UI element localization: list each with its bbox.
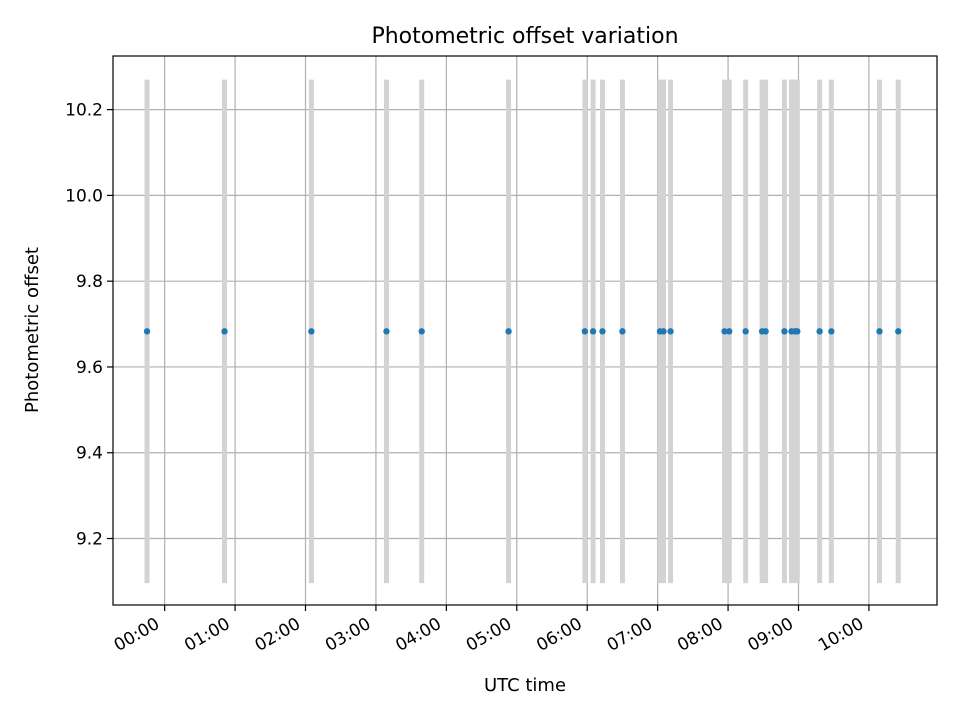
data-point	[589, 328, 597, 335]
data-point	[619, 328, 626, 335]
data-point	[143, 328, 151, 335]
y-tick-label: 10.0	[65, 186, 103, 206]
data-point	[667, 328, 674, 335]
data-point	[816, 328, 823, 335]
data-point	[418, 328, 425, 335]
data-point	[762, 328, 769, 335]
data-point	[599, 328, 606, 335]
data-point	[794, 328, 801, 335]
y-axis-label: Photometric offset	[22, 247, 43, 413]
y-tick-label: 9.4	[76, 444, 103, 464]
data-point	[876, 328, 883, 335]
x-axis-label: UTC time	[484, 675, 566, 696]
y-tick-label: 10.2	[65, 101, 103, 121]
data-point	[721, 328, 728, 335]
y-tick-label: 9.8	[76, 272, 103, 292]
data-point	[781, 328, 788, 335]
data-point	[895, 328, 902, 335]
data-point	[581, 328, 589, 335]
data-point	[383, 328, 390, 335]
plot-frame	[112, 55, 938, 606]
data-point	[505, 328, 512, 335]
chart-title: Photometric offset variation	[371, 24, 678, 49]
data-point	[308, 328, 315, 335]
data-point	[660, 328, 667, 335]
y-tick-label: 9.6	[76, 358, 103, 378]
data-point	[221, 328, 228, 335]
data-point	[742, 328, 749, 335]
data-point	[726, 328, 733, 335]
data-points	[143, 328, 902, 335]
y-tick-label: 9.2	[76, 530, 103, 550]
data-point	[828, 328, 835, 335]
